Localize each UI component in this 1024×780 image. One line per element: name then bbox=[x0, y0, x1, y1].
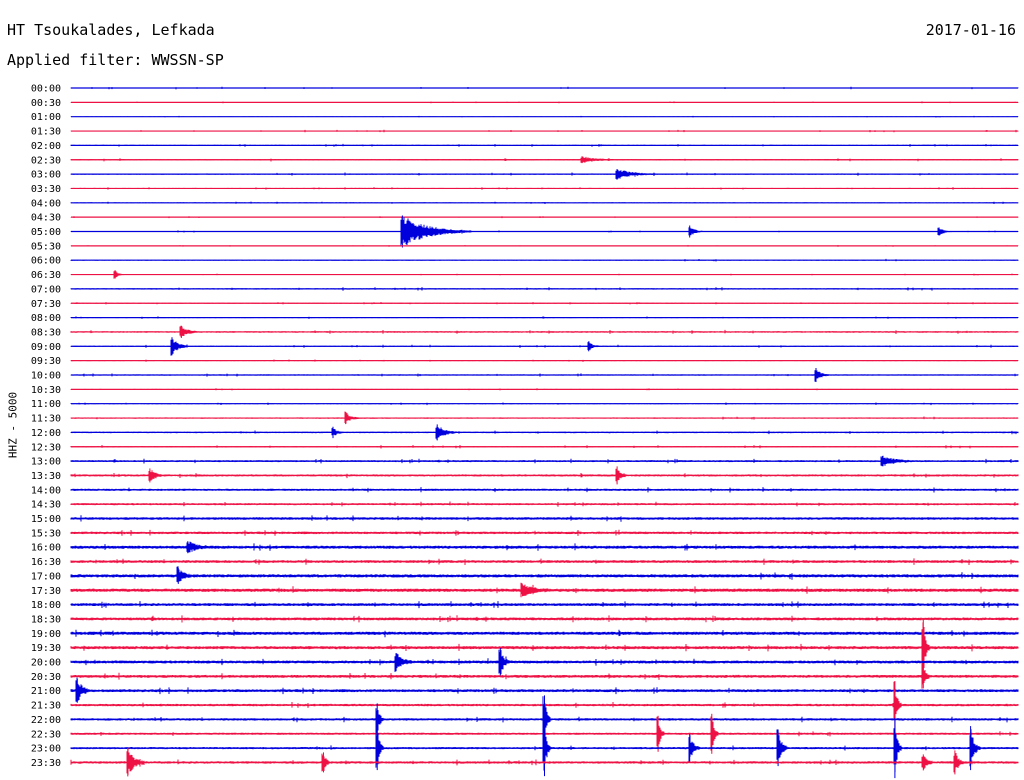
time-label-2200: 22:00 bbox=[31, 715, 61, 726]
time-label-1200: 12:00 bbox=[31, 428, 61, 439]
time-label-1800: 18:00 bbox=[31, 600, 61, 611]
time-label-0700: 07:00 bbox=[31, 284, 61, 295]
time-label-1130: 11:30 bbox=[31, 414, 61, 425]
time-label-2230: 22:30 bbox=[31, 729, 61, 740]
time-label-2300: 23:00 bbox=[31, 744, 61, 755]
time-label-1530: 15:30 bbox=[31, 528, 61, 539]
time-label-1000: 10:00 bbox=[31, 371, 61, 382]
time-label-0530: 05:30 bbox=[31, 241, 61, 252]
time-label-1500: 15:00 bbox=[31, 514, 61, 525]
time-label-2130: 21:30 bbox=[31, 701, 61, 712]
trace-1200 bbox=[70, 426, 1019, 440]
time-label-0030: 00:30 bbox=[31, 98, 61, 109]
time-label-0330: 03:30 bbox=[31, 184, 61, 195]
time-label-1600: 16:00 bbox=[31, 543, 61, 554]
time-label-1330: 13:30 bbox=[31, 471, 61, 482]
trace-1700 bbox=[70, 566, 1019, 583]
trace-1000 bbox=[70, 370, 1019, 382]
time-label-1030: 10:30 bbox=[31, 385, 61, 396]
time-label-1400: 14:00 bbox=[31, 485, 61, 496]
trace-2030 bbox=[70, 665, 1019, 689]
time-label-2030: 20:30 bbox=[31, 672, 61, 683]
trace-1330 bbox=[70, 468, 1019, 484]
time-label-1930: 19:30 bbox=[31, 643, 61, 654]
time-label-1230: 12:30 bbox=[31, 442, 61, 453]
filter-label: Applied filter: WWSSN-SP bbox=[7, 51, 224, 69]
time-label-2000: 20:00 bbox=[31, 658, 61, 669]
station-title: HT Tsoukalades, Lefkada bbox=[7, 21, 215, 39]
time-label-0300: 03:00 bbox=[31, 170, 61, 181]
trace-0900 bbox=[70, 339, 1019, 356]
time-label-1100: 11:00 bbox=[31, 399, 61, 410]
time-label-0100: 01:00 bbox=[31, 112, 61, 123]
time-label-1700: 17:00 bbox=[31, 571, 61, 582]
time-label-2330: 23:30 bbox=[31, 758, 61, 769]
time-label-0630: 06:30 bbox=[31, 270, 61, 281]
time-label-0230: 02:30 bbox=[31, 155, 61, 166]
time-label-1630: 16:30 bbox=[31, 557, 61, 568]
time-label-0000: 00:00 bbox=[31, 84, 61, 95]
time-label-0130: 01:30 bbox=[31, 127, 61, 138]
time-label-0400: 04:00 bbox=[31, 198, 61, 209]
time-label-0930: 09:30 bbox=[31, 356, 61, 367]
trace-1930 bbox=[70, 622, 1019, 676]
time-label-1830: 18:30 bbox=[31, 614, 61, 625]
time-label-0730: 07:30 bbox=[31, 299, 61, 310]
time-label-0500: 05:00 bbox=[31, 227, 61, 238]
time-label-0600: 06:00 bbox=[31, 256, 61, 267]
time-label-0430: 04:30 bbox=[31, 213, 61, 224]
time-label-1900: 19:00 bbox=[31, 629, 61, 640]
time-label-0900: 09:00 bbox=[31, 342, 61, 353]
time-label-1730: 17:30 bbox=[31, 586, 61, 597]
time-label-1430: 14:30 bbox=[31, 500, 61, 511]
time-label-2100: 21:00 bbox=[31, 686, 61, 697]
time-label-0800: 08:00 bbox=[31, 313, 61, 324]
plot-date: 2017-01-16 bbox=[925, 21, 1016, 39]
time-label-0830: 08:30 bbox=[31, 327, 61, 338]
time-label-1300: 13:00 bbox=[31, 457, 61, 468]
time-label-0200: 02:00 bbox=[31, 141, 61, 152]
